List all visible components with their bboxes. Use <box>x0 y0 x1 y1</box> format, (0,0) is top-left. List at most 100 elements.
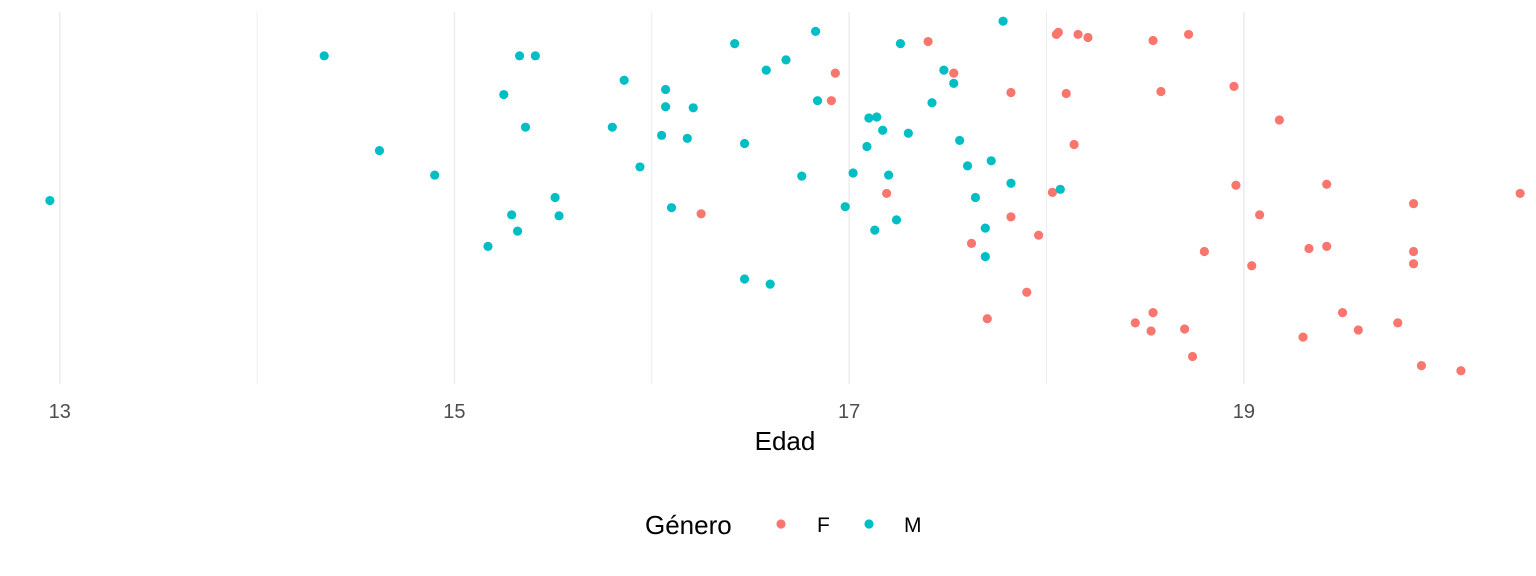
data-point-F <box>1146 326 1156 336</box>
data-point-M <box>657 130 667 140</box>
data-point-F <box>826 96 836 106</box>
data-point-F <box>1069 139 1079 150</box>
data-point-M <box>781 55 791 65</box>
data-point-M <box>688 103 698 113</box>
data-point-F <box>1322 179 1332 189</box>
data-point-M <box>870 225 880 235</box>
data-point-F <box>1073 29 1083 40</box>
data-point-M <box>730 38 740 49</box>
data-point-F <box>982 314 992 324</box>
data-point-F <box>1408 246 1419 257</box>
data-point-F <box>1061 88 1071 99</box>
data-point-M <box>939 65 949 75</box>
data-point-F <box>1022 287 1032 297</box>
data-point-F <box>966 238 977 248</box>
data-point-F <box>1274 115 1284 125</box>
data-point-M <box>1055 184 1065 194</box>
x-tick-label: 15 <box>443 401 465 423</box>
data-point-F <box>1130 318 1140 328</box>
x-tick-label: 19 <box>1233 401 1255 423</box>
data-point-M <box>962 161 973 171</box>
data-point-F <box>1416 361 1427 371</box>
data-point-M <box>797 171 807 181</box>
data-point-M <box>374 146 385 156</box>
data-point-M <box>878 125 888 135</box>
data-point-M <box>45 195 55 206</box>
data-point-M <box>514 51 525 61</box>
data-point-M <box>499 89 509 100</box>
legend-key-M <box>864 519 874 529</box>
data-point-F <box>1231 180 1241 190</box>
data-point-M <box>884 170 894 180</box>
data-point-F <box>830 68 840 78</box>
data-point-F <box>1408 199 1419 209</box>
data-point-M <box>507 210 517 220</box>
data-point-M <box>635 162 645 172</box>
legend-label-M: M <box>904 514 922 537</box>
data-point-F <box>1083 32 1093 43</box>
data-point-M <box>998 16 1008 26</box>
data-point-M <box>661 84 671 95</box>
data-point-M <box>840 202 850 212</box>
data-point-F <box>1337 308 1348 318</box>
x-tick-label: 13 <box>49 401 71 423</box>
data-point-F <box>1006 87 1016 98</box>
data-point-M <box>812 96 823 106</box>
data-point-F <box>1515 188 1525 199</box>
data-point-F <box>1047 187 1058 197</box>
data-point-M <box>810 26 821 36</box>
data-point-M <box>319 51 329 61</box>
data-point-F <box>1199 246 1209 257</box>
data-point-F <box>1180 324 1190 334</box>
data-point-M <box>512 226 523 236</box>
legend-label-F: F <box>817 514 830 537</box>
legend-key-F <box>776 519 786 529</box>
data-point-M <box>682 133 692 143</box>
data-point-F <box>1053 27 1063 37</box>
data-point-M <box>980 252 990 262</box>
data-point-M <box>739 138 750 149</box>
series-F-points <box>696 27 1525 376</box>
data-point-M <box>765 279 775 289</box>
data-point-M <box>949 78 959 88</box>
data-point-F <box>1304 243 1314 254</box>
data-point-F <box>1298 332 1308 342</box>
data-point-M <box>554 211 564 221</box>
data-point-F <box>1322 241 1332 252</box>
data-point-M <box>739 274 750 284</box>
data-point-M <box>903 128 913 138</box>
data-point-F <box>1247 261 1257 271</box>
data-point-F <box>1033 230 1044 240</box>
data-point-M <box>430 170 440 180</box>
x-axis-title: Edad <box>755 426 816 456</box>
data-point-F <box>1456 366 1466 376</box>
legend-title: Género <box>645 510 732 540</box>
data-point-F <box>1187 351 1198 362</box>
data-point-M <box>530 51 540 61</box>
data-point-M <box>761 65 771 75</box>
data-point-F <box>1148 308 1158 318</box>
data-point-M <box>619 75 629 85</box>
data-point-M <box>550 192 560 203</box>
data-point-F <box>882 188 892 199</box>
data-point-F <box>1006 212 1016 222</box>
data-point-F <box>949 68 959 78</box>
data-point-M <box>927 98 937 108</box>
data-point-M <box>872 112 882 122</box>
data-point-M <box>980 223 990 233</box>
data-point-F <box>1148 35 1158 46</box>
data-point-M <box>483 241 493 252</box>
series-M-points <box>45 16 1065 289</box>
data-point-M <box>666 203 677 213</box>
data-point-F <box>1393 318 1403 328</box>
data-point-M <box>661 102 671 112</box>
data-point-M <box>891 215 902 225</box>
data-point-M <box>848 168 858 178</box>
data-point-M <box>986 156 996 166</box>
x-tick-label: 17 <box>838 401 860 423</box>
x-tick-labels: 13 15 17 19 <box>49 401 1255 423</box>
data-point-M <box>955 135 965 146</box>
data-point-M <box>895 38 906 49</box>
data-point-F <box>1183 29 1194 40</box>
